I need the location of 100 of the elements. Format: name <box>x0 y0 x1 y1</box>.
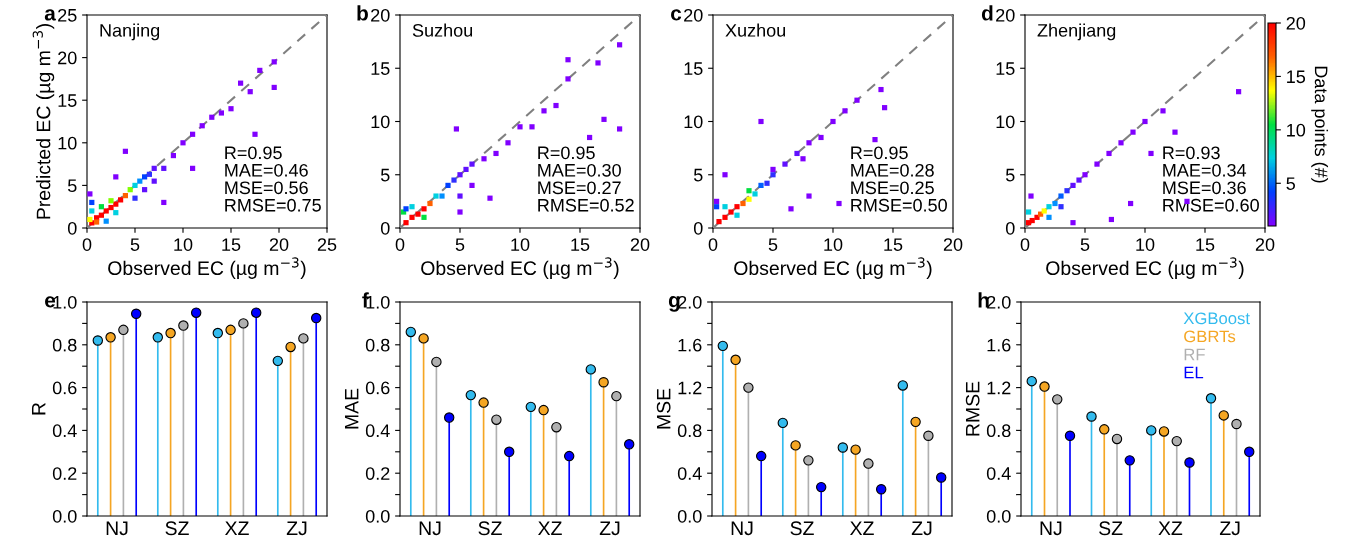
chart-title: h <box>978 292 989 308</box>
point <box>728 209 734 215</box>
point <box>151 165 157 171</box>
x-tick-label: 20 <box>630 238 650 251</box>
point <box>122 148 128 154</box>
point <box>137 178 143 184</box>
point <box>734 212 740 218</box>
point <box>469 182 475 188</box>
point <box>118 197 124 203</box>
point <box>427 200 433 207</box>
point <box>716 219 722 225</box>
x-tick-label: 20 <box>269 238 289 251</box>
y-tick-label: 0 <box>693 221 703 235</box>
point <box>87 216 93 223</box>
point <box>481 156 487 162</box>
point <box>180 140 186 146</box>
point <box>1160 108 1166 114</box>
point <box>782 161 788 167</box>
text: GBRTs <box>1184 330 1236 343</box>
point <box>734 204 740 210</box>
annotation: R=0.93 MAE=0.34 MSE=0.36 RMSE=0.60 <box>1163 146 1259 212</box>
x-tick-label: 5 <box>130 238 140 251</box>
x-tick-label: ZJ <box>286 521 307 536</box>
point <box>517 124 523 130</box>
point <box>493 150 499 157</box>
point <box>271 59 277 65</box>
y-tick-label: 0.8 <box>52 338 77 352</box>
y-tick-label: 5 <box>67 179 77 193</box>
x-tick-label: XZ <box>538 521 562 535</box>
x-axis-title: Observed EC (µg m$^{−3}$) <box>734 257 932 279</box>
y-axis-title: MSE <box>656 388 671 429</box>
y-tick-label: 20 <box>58 51 77 65</box>
point <box>565 57 571 63</box>
point <box>842 108 848 114</box>
point <box>457 172 463 178</box>
point <box>541 108 547 114</box>
point <box>161 165 167 171</box>
point <box>257 67 263 73</box>
y-tick-label: 0.4 <box>52 424 77 438</box>
point <box>209 114 215 120</box>
point <box>463 166 469 173</box>
point <box>1058 193 1064 199</box>
y-tick-label: 0 <box>67 221 77 235</box>
point <box>190 131 196 137</box>
x-tick-label: 25 <box>317 238 337 251</box>
point <box>122 193 128 199</box>
y-tick-label: 1.2 <box>678 381 702 395</box>
y-tick-label: 15 <box>371 62 390 75</box>
y-tick-label: 0 <box>380 221 390 235</box>
point <box>601 116 607 122</box>
point <box>108 204 114 211</box>
y-tick-label: 0.8 <box>677 424 702 438</box>
point <box>740 200 746 207</box>
point <box>1058 204 1064 210</box>
point <box>800 156 806 162</box>
y-tick-label: 5 <box>1005 168 1015 182</box>
point <box>1172 129 1178 135</box>
point <box>1148 150 1154 157</box>
y-tick-label: 0.4 <box>365 424 390 438</box>
y-axis-title: R <box>31 402 46 415</box>
point <box>1094 161 1100 167</box>
point <box>271 84 277 91</box>
color-bar-label: 15 <box>1287 70 1306 84</box>
point <box>617 126 623 132</box>
x-axis-title: Observed EC (µg m$^{−3}$) <box>1046 257 1244 279</box>
point <box>89 199 95 206</box>
color-bar-label: 10 <box>1287 123 1306 137</box>
x-tick-label: 10 <box>511 238 530 251</box>
x-tick-label: NJ <box>731 521 753 536</box>
point <box>108 198 114 204</box>
point <box>788 206 794 212</box>
point <box>746 188 752 194</box>
point <box>1236 89 1242 95</box>
chart-title: d <box>981 5 993 21</box>
y-tick-label: 1.6 <box>987 338 1011 352</box>
x-tick-label: 10 <box>824 238 843 251</box>
point <box>1142 118 1148 125</box>
y-tick-label: 1.2 <box>987 381 1011 395</box>
point <box>1028 193 1034 199</box>
point <box>433 193 439 199</box>
point <box>714 198 720 204</box>
point <box>1070 220 1076 226</box>
x-tick-label: NJ <box>419 521 441 536</box>
point <box>409 204 415 210</box>
chart-title: c <box>671 9 682 21</box>
annotation: R=0.95 MAE=0.46 MSE=0.56 RMSE=0.75 <box>225 146 321 212</box>
point <box>1130 129 1136 135</box>
x-tick-label: 5 <box>455 238 465 251</box>
color-bar-title: Data points (#) <box>1311 66 1329 183</box>
y-tick-label: 0.8 <box>986 424 1011 438</box>
y-tick-label: 0.4 <box>986 467 1011 480</box>
point <box>1026 209 1032 215</box>
point <box>565 76 571 82</box>
x-tick-label: 5 <box>768 238 778 251</box>
point <box>103 218 109 224</box>
x-tick-label: 10 <box>174 238 193 251</box>
y-tick-label: 0.4 <box>677 467 702 480</box>
point <box>1106 150 1112 157</box>
chart-title: b <box>357 5 368 21</box>
point <box>98 212 104 218</box>
